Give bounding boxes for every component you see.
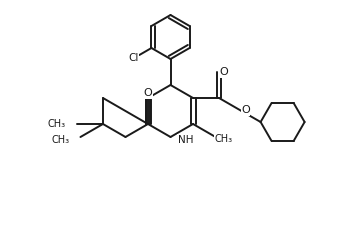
Text: Cl: Cl — [128, 53, 139, 63]
Text: CH₃: CH₃ — [215, 134, 233, 144]
Text: O: O — [241, 105, 250, 115]
Text: CH₃: CH₃ — [51, 135, 69, 145]
Text: O: O — [220, 67, 228, 77]
Text: CH₃: CH₃ — [48, 119, 66, 129]
Text: NH: NH — [177, 135, 193, 145]
Text: O: O — [144, 88, 152, 98]
